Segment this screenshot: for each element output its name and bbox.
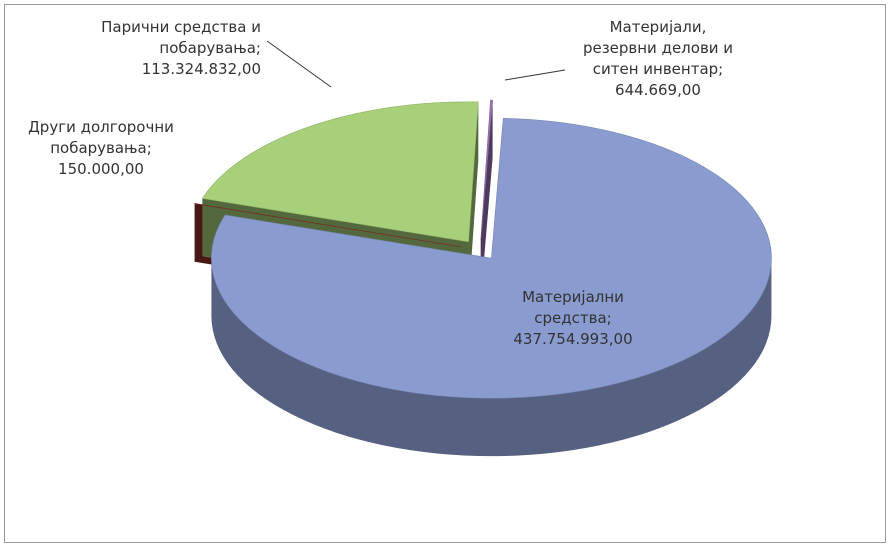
label-value: 644.669,00 [615, 81, 701, 99]
chart-frame: Материјали, резервни делови и ситен инве… [4, 4, 886, 543]
label-name: Материјали, резервни делови и ситен инве… [582, 18, 734, 78]
label-name: Материјални средства; [522, 288, 624, 327]
slice-side [480, 100, 493, 299]
pie [194, 99, 772, 457]
label-name: Други долгорочни побарувања; [28, 118, 174, 157]
leader-line [266, 40, 332, 88]
slice-label: Материјални средства; 437.754.993,00 [463, 287, 683, 350]
leader-line [504, 69, 566, 81]
label-value: 437.754.993,00 [513, 330, 633, 348]
slice [201, 101, 479, 243]
slice-label: Други долгорочни побарувања; 150.000,00 [11, 117, 191, 180]
slice-side [211, 258, 772, 457]
chart [194, 40, 772, 457]
slice [194, 203, 462, 248]
slice-label: Материјали, резервни делови и ситен инве… [573, 17, 743, 101]
slice-label: Парични средства и побарувања; 113.324.8… [91, 17, 261, 80]
slice [480, 99, 493, 241]
label-value: 113.324.832,00 [141, 60, 261, 78]
slice [211, 118, 772, 399]
label-value: 150.000,00 [58, 160, 144, 178]
slice-side [468, 101, 479, 300]
label-name: Парични средства и побарувања; [101, 18, 261, 57]
